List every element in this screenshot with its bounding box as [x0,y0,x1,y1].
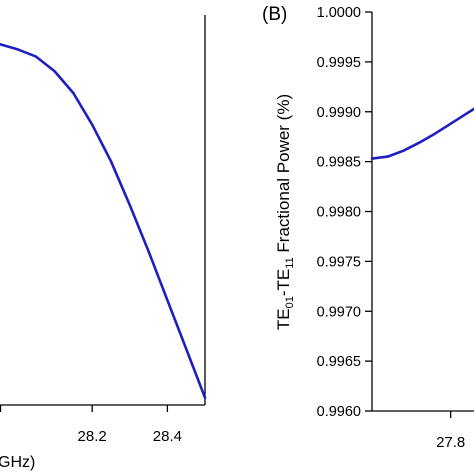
right-y-tick-label: 0.9970 [317,304,361,320]
right-y-tick-label: 0.9990 [317,105,361,121]
right-y-axis-label: TE01-TE11 Fractional Power (%) [274,94,296,330]
right-series-line [370,107,474,160]
left-x-tick-label: 28.4 [153,428,182,445]
right-x-tick-labels: 27.8 [436,434,465,451]
panel-label-b: (B) [262,4,287,25]
left-series-group [0,42,207,400]
right-y-ticks [365,11,372,412]
right-y-tick-label: 0.9985 [317,155,361,171]
ylabel-rest: Fractional Power (%) [274,94,293,257]
right-y-tick-label: 0.9975 [317,254,361,270]
right-series-group [370,107,474,160]
right-y-tick-label: 1.0000 [317,5,361,21]
right-y-tick-label: 0.9960 [317,404,361,420]
right-x-tick-label: 27.8 [436,434,465,451]
ylabel-te-b: -TE [274,269,293,296]
ylabel-te-a: TE [274,308,293,330]
right-panel: (B) 0.9960 0.9965 0.9970 0.9975 0.9980 0.9985… [262,4,474,451]
ylabel-sub-11: 11 [284,257,296,268]
right-y-tick-label: 0.9965 [317,354,361,370]
left-series-line [0,42,207,400]
left-x-axis-label: GHz) [0,454,35,471]
right-y-tick-label: 0.9980 [317,205,361,221]
ylabel-sub-01: 01 [284,296,296,308]
left-x-tick-label: 28.2 [78,428,107,445]
right-y-tick-label: 0.9995 [317,55,361,71]
right-y-tick-labels: 0.9960 0.9965 0.9970 0.9975 0.9980 0.9985 0.99… [317,5,361,420]
left-x-ticks [0,405,169,412]
left-panel: 28.2 28.4 GHz) [0,15,207,471]
left-x-tick-labels: 28.2 28.4 [78,428,182,445]
